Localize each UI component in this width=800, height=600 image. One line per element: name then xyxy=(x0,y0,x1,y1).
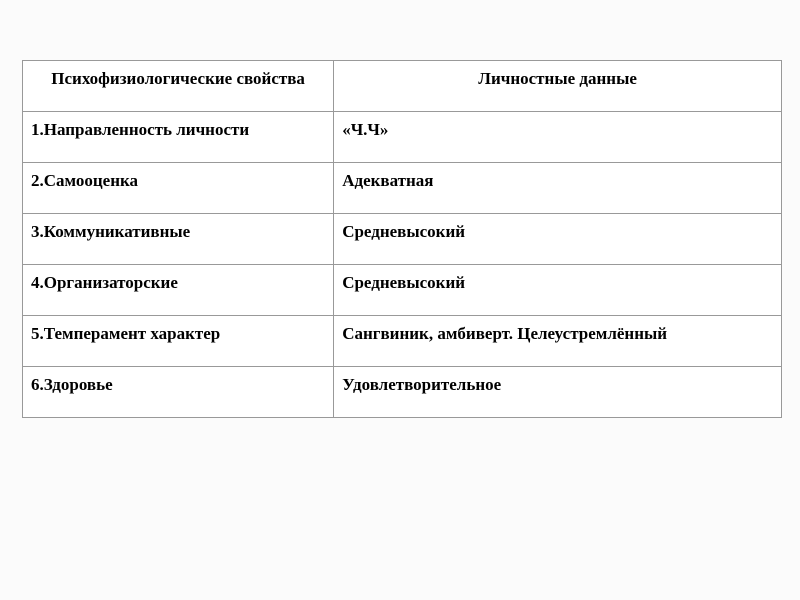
table-row: 1.Направленность личности «Ч.Ч» xyxy=(23,112,782,163)
properties-table: Психофизиологические свойства Личностные… xyxy=(22,60,782,418)
value-cell: Сангвиник, амбиверт. Целеустремлённый xyxy=(334,316,782,367)
col-header-values: Личностные данные xyxy=(334,61,782,112)
table-row: 4.Организаторские Средневысокий xyxy=(23,265,782,316)
table-row: 5.Темперамент характер Сангвиник, амбиве… xyxy=(23,316,782,367)
value-cell: Средневысокий xyxy=(334,214,782,265)
property-cell: 5.Темперамент характер xyxy=(23,316,334,367)
value-cell: «Ч.Ч» xyxy=(334,112,782,163)
property-cell: 2.Самооценка xyxy=(23,163,334,214)
page-container: Психофизиологические свойства Личностные… xyxy=(0,0,800,600)
property-cell: 6.Здоровье xyxy=(23,367,334,418)
value-cell: Средневысокий xyxy=(334,265,782,316)
property-cell: 4.Организаторские xyxy=(23,265,334,316)
value-cell: Удовлетворительное xyxy=(334,367,782,418)
table-header-row: Психофизиологические свойства Личностные… xyxy=(23,61,782,112)
col-header-properties: Психофизиологические свойства xyxy=(23,61,334,112)
table-row: 2.Самооценка Адекватная xyxy=(23,163,782,214)
value-cell: Адекватная xyxy=(334,163,782,214)
property-cell: 3.Коммуникативные xyxy=(23,214,334,265)
table-row: 3.Коммуникативные Средневысокий xyxy=(23,214,782,265)
table-row: 6.Здоровье Удовлетворительное xyxy=(23,367,782,418)
property-cell: 1.Направленность личности xyxy=(23,112,334,163)
